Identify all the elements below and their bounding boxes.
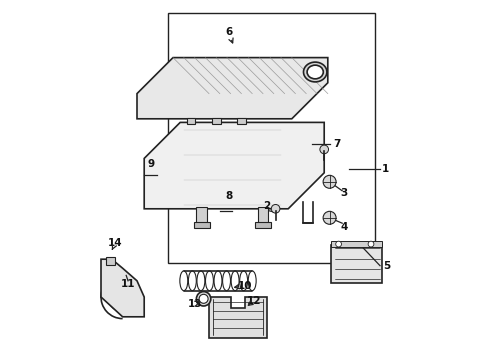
Text: 14: 14 <box>107 238 122 248</box>
Circle shape <box>336 241 342 247</box>
Text: 8: 8 <box>225 191 232 201</box>
Circle shape <box>368 241 374 247</box>
Text: 13: 13 <box>187 299 202 309</box>
Bar <box>331 241 382 247</box>
Circle shape <box>323 211 336 224</box>
Polygon shape <box>137 58 328 119</box>
Polygon shape <box>101 259 144 317</box>
Ellipse shape <box>307 65 323 79</box>
Text: 6: 6 <box>225 27 232 37</box>
Bar <box>237 118 245 124</box>
Text: 1: 1 <box>382 164 389 174</box>
Bar <box>194 222 210 228</box>
Text: 11: 11 <box>121 279 135 289</box>
Ellipse shape <box>199 294 208 303</box>
Circle shape <box>271 204 280 213</box>
Text: 4: 4 <box>341 222 348 232</box>
Text: 10: 10 <box>238 281 252 291</box>
Text: 3: 3 <box>341 188 347 198</box>
Circle shape <box>323 175 336 188</box>
Text: 5: 5 <box>384 261 391 271</box>
Text: 9: 9 <box>148 159 155 169</box>
Bar <box>258 207 269 223</box>
Circle shape <box>320 145 328 154</box>
Bar <box>187 118 196 124</box>
Bar <box>106 257 116 265</box>
Bar <box>196 207 207 223</box>
Polygon shape <box>144 122 324 209</box>
Text: 12: 12 <box>247 296 261 306</box>
Bar <box>168 13 374 263</box>
Bar <box>331 245 382 283</box>
Text: 7: 7 <box>333 139 341 149</box>
Polygon shape <box>209 297 267 338</box>
Bar <box>255 222 271 228</box>
Bar <box>212 118 220 124</box>
Ellipse shape <box>303 62 327 82</box>
Ellipse shape <box>196 292 211 306</box>
Text: 2: 2 <box>263 201 270 211</box>
